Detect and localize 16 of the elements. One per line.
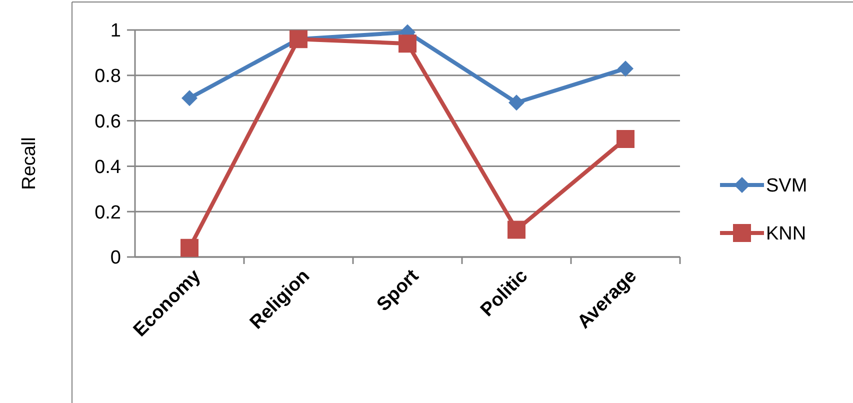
y-tick-label: 1: [110, 20, 121, 42]
legend-label: SVM: [766, 176, 808, 197]
point: [508, 220, 526, 239]
legend-label: KNN: [766, 224, 806, 245]
point: [616, 130, 634, 148]
point: [618, 60, 634, 77]
y-tick-label: 0.6: [94, 111, 121, 132]
y-tick-label: 0: [110, 248, 121, 269]
point: [180, 238, 198, 257]
y-tick-label: 0.8: [94, 66, 121, 88]
point: [398, 34, 416, 53]
point: [508, 94, 524, 111]
y-tick-label: 0.4: [94, 156, 122, 178]
y-tick-label: 0.2: [94, 202, 121, 224]
point: [182, 90, 198, 106]
y-axis-title: Recall: [19, 137, 40, 190]
